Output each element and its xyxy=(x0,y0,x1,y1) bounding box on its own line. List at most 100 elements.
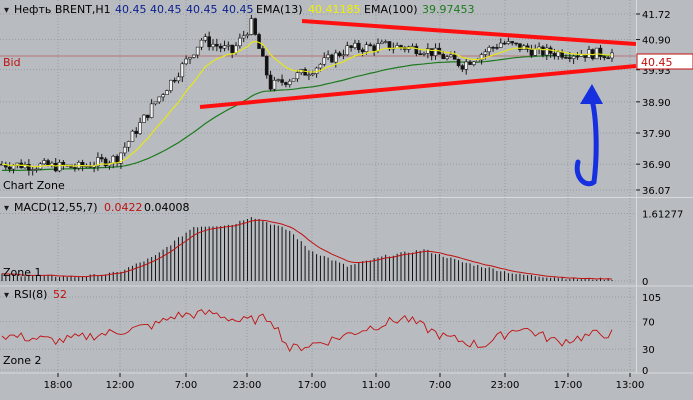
candle-body xyxy=(483,51,488,55)
price-tick-label: 36.07 xyxy=(642,186,671,197)
ema13-label[interactable]: EMA(13) xyxy=(256,3,303,16)
rsi-tick-label: 70 xyxy=(642,317,655,328)
ohlc-low: 40.45 xyxy=(186,3,218,16)
arrow-annotation[interactable] xyxy=(574,84,603,187)
candle-body xyxy=(103,158,108,167)
candle-body xyxy=(506,41,511,44)
candle-body xyxy=(226,44,231,47)
candle-body xyxy=(261,48,265,57)
candle-body xyxy=(291,78,296,82)
candle-body xyxy=(195,46,200,56)
candle-body xyxy=(46,160,50,166)
candle-body xyxy=(472,61,476,65)
candle-body xyxy=(541,46,545,56)
candle-body xyxy=(211,43,215,48)
candle-body xyxy=(449,54,453,58)
ema13-path xyxy=(1,40,613,168)
candle-body xyxy=(184,58,188,65)
candle-body xyxy=(203,36,208,41)
candle-body xyxy=(598,47,603,57)
candle-body xyxy=(567,57,572,59)
candle-body xyxy=(464,61,469,70)
price-axis: 41.72 40.90 39.93 38.90 37.90 36.90 36.07 xyxy=(636,10,671,197)
candle-body xyxy=(418,53,422,56)
candle-body xyxy=(7,166,12,170)
candle-body xyxy=(491,47,495,49)
trendline-upper[interactable] xyxy=(301,19,637,46)
time-tick-label: 11:00 xyxy=(362,380,391,391)
time-tick-label: 7:00 xyxy=(175,380,197,391)
ema100-line xyxy=(2,54,613,171)
time-tick-label: 23:00 xyxy=(491,380,520,391)
candle-body xyxy=(42,160,47,165)
candle-body xyxy=(368,44,373,47)
candle-body xyxy=(238,37,242,47)
candle-body xyxy=(353,42,357,48)
candle-body xyxy=(230,44,234,53)
time-tick-label: 18:00 xyxy=(44,380,73,391)
candle-body xyxy=(257,34,261,49)
candle-body xyxy=(241,35,246,39)
ema100-label[interactable]: EMA(100) xyxy=(364,3,418,16)
candle-body xyxy=(510,41,515,44)
candle-body xyxy=(364,44,369,53)
candle-body xyxy=(307,74,311,77)
candle-body xyxy=(349,45,353,48)
candle-body xyxy=(422,53,426,55)
candle-body xyxy=(27,164,31,171)
candle-body xyxy=(176,76,181,82)
candle-body xyxy=(345,45,350,56)
candle-body xyxy=(310,73,315,76)
candle-body xyxy=(479,54,484,61)
macd-tick-label: 0 xyxy=(642,277,648,288)
macd-value1: 0.0422 xyxy=(104,201,143,214)
rsi-tick-label: 30 xyxy=(642,345,655,356)
macd-signal-path xyxy=(1,219,613,280)
ema100-value: 39.97453 xyxy=(422,3,475,16)
rsi-header: ▾ RSI(8) 52 xyxy=(4,288,67,301)
candle-body xyxy=(280,79,284,83)
candle-body xyxy=(169,79,173,91)
candle-body xyxy=(318,63,323,69)
candle-body xyxy=(149,103,154,118)
trendline-lower[interactable] xyxy=(199,64,637,109)
candle-body xyxy=(199,39,204,48)
time-tick-label: 23:00 xyxy=(233,380,262,391)
candle-body xyxy=(207,36,211,48)
rsi-label[interactable]: RSI(8) xyxy=(14,288,47,301)
symbol-label[interactable]: Нефть BRENT,H1 xyxy=(14,3,111,16)
time-tick-label: 17:00 xyxy=(298,380,327,391)
macd-zone-label: Zone 1 xyxy=(3,266,42,279)
chart-header: ▾ Нефть BRENT,H1 40.45 40.45 40.45 40.45… xyxy=(4,3,475,16)
rsi-zone-label: Zone 2 xyxy=(3,354,42,367)
candle-body xyxy=(180,63,185,78)
candle-body xyxy=(130,130,135,142)
candle-body xyxy=(249,18,254,35)
candle-body xyxy=(295,72,300,80)
price-tick-label: 38.90 xyxy=(642,98,671,109)
time-tick-label: 12:00 xyxy=(106,380,135,391)
macd-signal-line xyxy=(1,219,613,280)
candle-body xyxy=(287,80,292,85)
candle-body xyxy=(360,49,365,53)
candle-body xyxy=(552,53,557,57)
rsi-pane[interactable] xyxy=(0,287,636,372)
candle-body xyxy=(303,69,307,76)
macd-axis: 1.61277 0 xyxy=(642,210,683,288)
collapse-icon: ▾ xyxy=(4,5,9,16)
candle-body xyxy=(192,54,196,58)
candle-body xyxy=(487,47,492,53)
collapse-icon: ▾ xyxy=(4,203,9,214)
candle-body xyxy=(606,57,610,60)
rsi-axis: 105 70 30 0 xyxy=(642,293,661,377)
candle-body xyxy=(30,169,35,171)
candle-body xyxy=(564,57,568,59)
candle-body xyxy=(337,52,342,56)
candle-body xyxy=(276,79,281,81)
current-price-label: 40.45 xyxy=(641,56,673,69)
candle-body xyxy=(376,43,380,51)
macd-tick-label: 1.61277 xyxy=(642,210,683,221)
macd-label[interactable]: MACD(12,55,7) xyxy=(14,201,98,214)
candle-body xyxy=(73,167,77,169)
